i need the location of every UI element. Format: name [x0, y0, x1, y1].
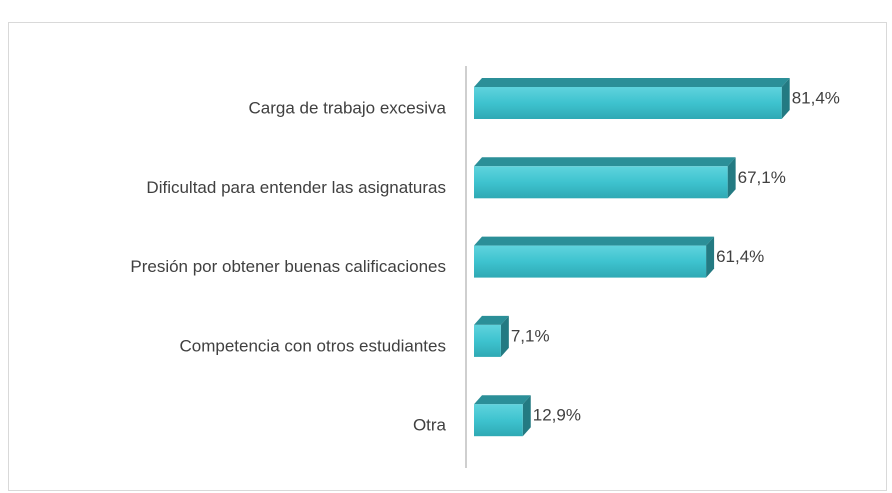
chart-frame: [8, 22, 887, 491]
bar-side: [522, 395, 531, 437]
value-label: 12,9%: [533, 406, 581, 425]
bar-side: [727, 157, 736, 199]
bar: [474, 324, 501, 357]
bar-side: [500, 315, 509, 357]
category-label: Dificultad para entender las asignaturas: [146, 178, 446, 197]
value-label: 67,1%: [738, 168, 786, 187]
value-label: 61,4%: [716, 247, 764, 266]
bar-side: [706, 236, 715, 278]
bar: [474, 245, 707, 278]
bar-top: [474, 395, 531, 405]
bar-top: [474, 157, 736, 167]
bar-side: [781, 78, 790, 119]
value-label: 7,1%: [511, 326, 550, 345]
category-label: Carga de trabajo excesiva: [248, 98, 446, 117]
category-label: Competencia con otros estudiantes: [180, 336, 447, 355]
category-label: Otra: [413, 416, 447, 435]
bar-top: [474, 78, 790, 87]
bar: [474, 166, 728, 199]
bar-top: [474, 236, 715, 246]
bar: [474, 404, 523, 437]
value-label: 81,4%: [792, 88, 840, 107]
category-label: Presión por obtener buenas calificacione…: [130, 257, 446, 276]
bar: [474, 87, 782, 119]
bar-top: [474, 315, 509, 325]
